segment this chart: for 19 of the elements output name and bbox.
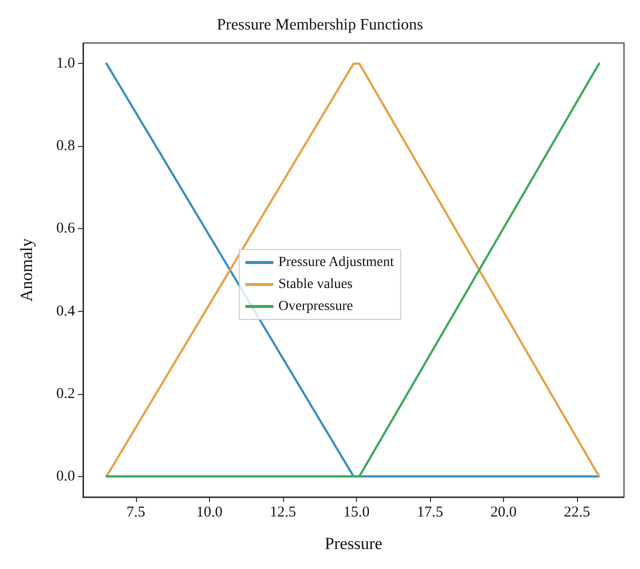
y-tick-label: 0.6 [56, 220, 76, 237]
chart-title: Pressure Membership Functions [216, 16, 424, 34]
x-tick-label: 10.0 [196, 504, 223, 520]
x-tick-label: 7.5 [126, 504, 146, 520]
legend-label: Pressure Adjustment [278, 255, 394, 270]
x-tick-label: 22.5 [564, 504, 590, 520]
x-tick-label: 17.5 [416, 504, 444, 520]
x-tick-label: 20.0 [490, 504, 517, 520]
y-tick-label: 0.2 [56, 386, 75, 402]
y-tick-label: 1.0 [56, 56, 75, 72]
legend-label: Stable values [278, 277, 353, 292]
x-tick-label: 12.5 [270, 504, 296, 520]
x-axis-title: Pressure [324, 534, 382, 553]
y-axis-title: Anomaly [17, 238, 36, 302]
y-tick-label: 0.0 [56, 468, 75, 484]
y-tick-label: 0.8 [56, 138, 75, 154]
x-tick-label: 15.0 [343, 504, 370, 520]
legend-label: Overpressure [278, 299, 354, 314]
y-tick-label: 0.4 [56, 303, 76, 320]
